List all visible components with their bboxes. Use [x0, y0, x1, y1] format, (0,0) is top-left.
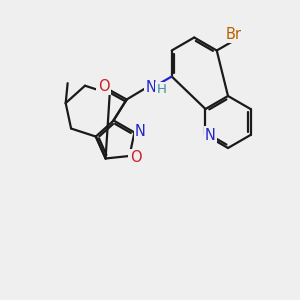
Text: N: N [205, 128, 216, 142]
Text: O: O [130, 151, 141, 166]
Text: O: O [98, 79, 109, 94]
Text: Br: Br [226, 27, 242, 42]
Text: N: N [135, 124, 146, 139]
Text: N: N [145, 80, 156, 95]
Text: H: H [157, 83, 166, 96]
